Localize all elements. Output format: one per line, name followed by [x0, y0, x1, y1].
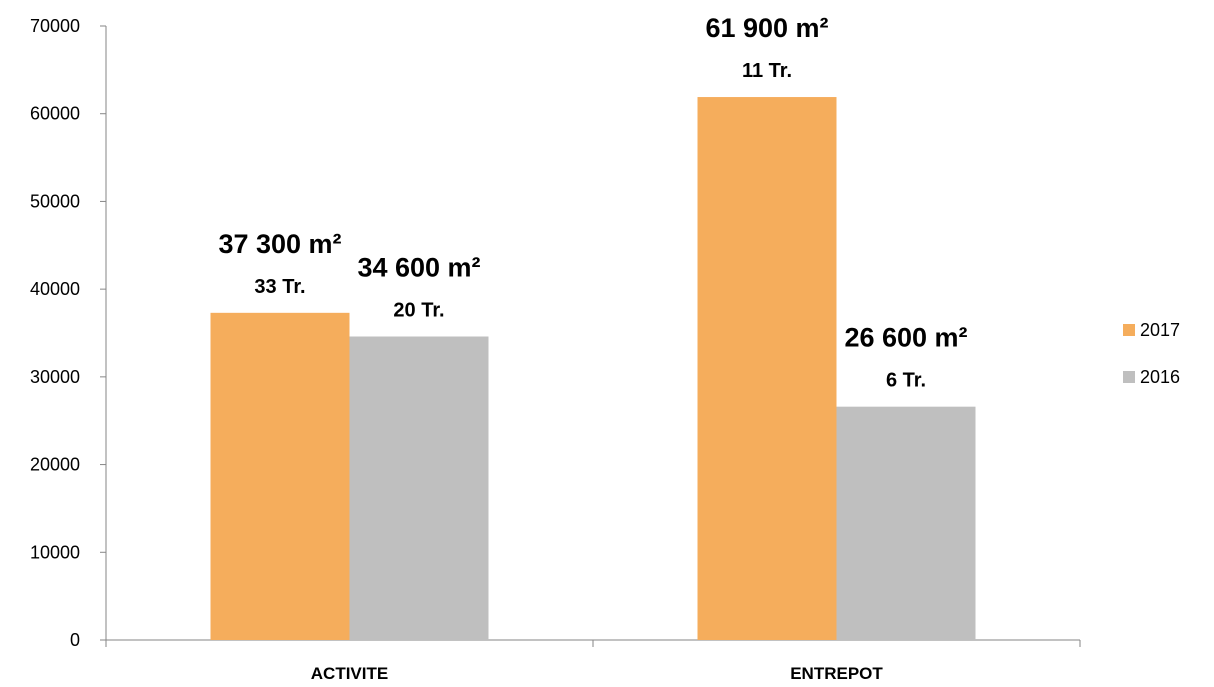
data-label-count: 11 Tr. [742, 60, 792, 82]
data-label-count: 20 Tr. [393, 300, 444, 322]
y-tick-label: 20000 [30, 455, 80, 475]
y-tick-label: 0 [70, 630, 80, 650]
y-tick-label: 30000 [30, 367, 80, 387]
data-label-count: 6 Tr. [886, 370, 926, 392]
data-label-value: 34 600 m² [357, 253, 480, 283]
y-tick-label: 10000 [30, 542, 80, 562]
data-label-value: 37 300 m² [218, 229, 341, 259]
data-label-count: 33 Tr. [254, 276, 305, 298]
legend-label-2017: 2017 [1140, 320, 1180, 340]
bar-2017-activite [210, 312, 350, 640]
legend-label-2016: 2016 [1140, 367, 1180, 387]
legend: 2017 2016 [1123, 320, 1180, 387]
y-tick-label: 50000 [30, 191, 80, 211]
bars [210, 97, 976, 640]
bar-2016-entrepot [836, 406, 976, 640]
x-category-label: ACTIVITE [311, 664, 388, 683]
bar-2017-entrepot [697, 97, 837, 640]
data-label-value: 61 900 m² [705, 13, 828, 43]
y-tick-label: 40000 [30, 279, 80, 299]
axes: 0 10000 20000 30000 40000 50000 60000 70000 ACTI… [30, 16, 1081, 683]
bar-2016-activite [349, 336, 489, 640]
data-label-value: 26 600 m² [844, 323, 967, 353]
data-labels: 33 Tr. 37 300 m² 20 Tr. 34 600 m² 11 Tr. 61 9… [218, 13, 967, 392]
x-category-label: ENTREPOT [790, 664, 883, 683]
legend-swatch-2017 [1123, 324, 1135, 336]
legend-swatch-2016 [1123, 371, 1135, 383]
y-tick-label: 60000 [30, 104, 80, 124]
y-tick-label: 70000 [30, 16, 80, 36]
